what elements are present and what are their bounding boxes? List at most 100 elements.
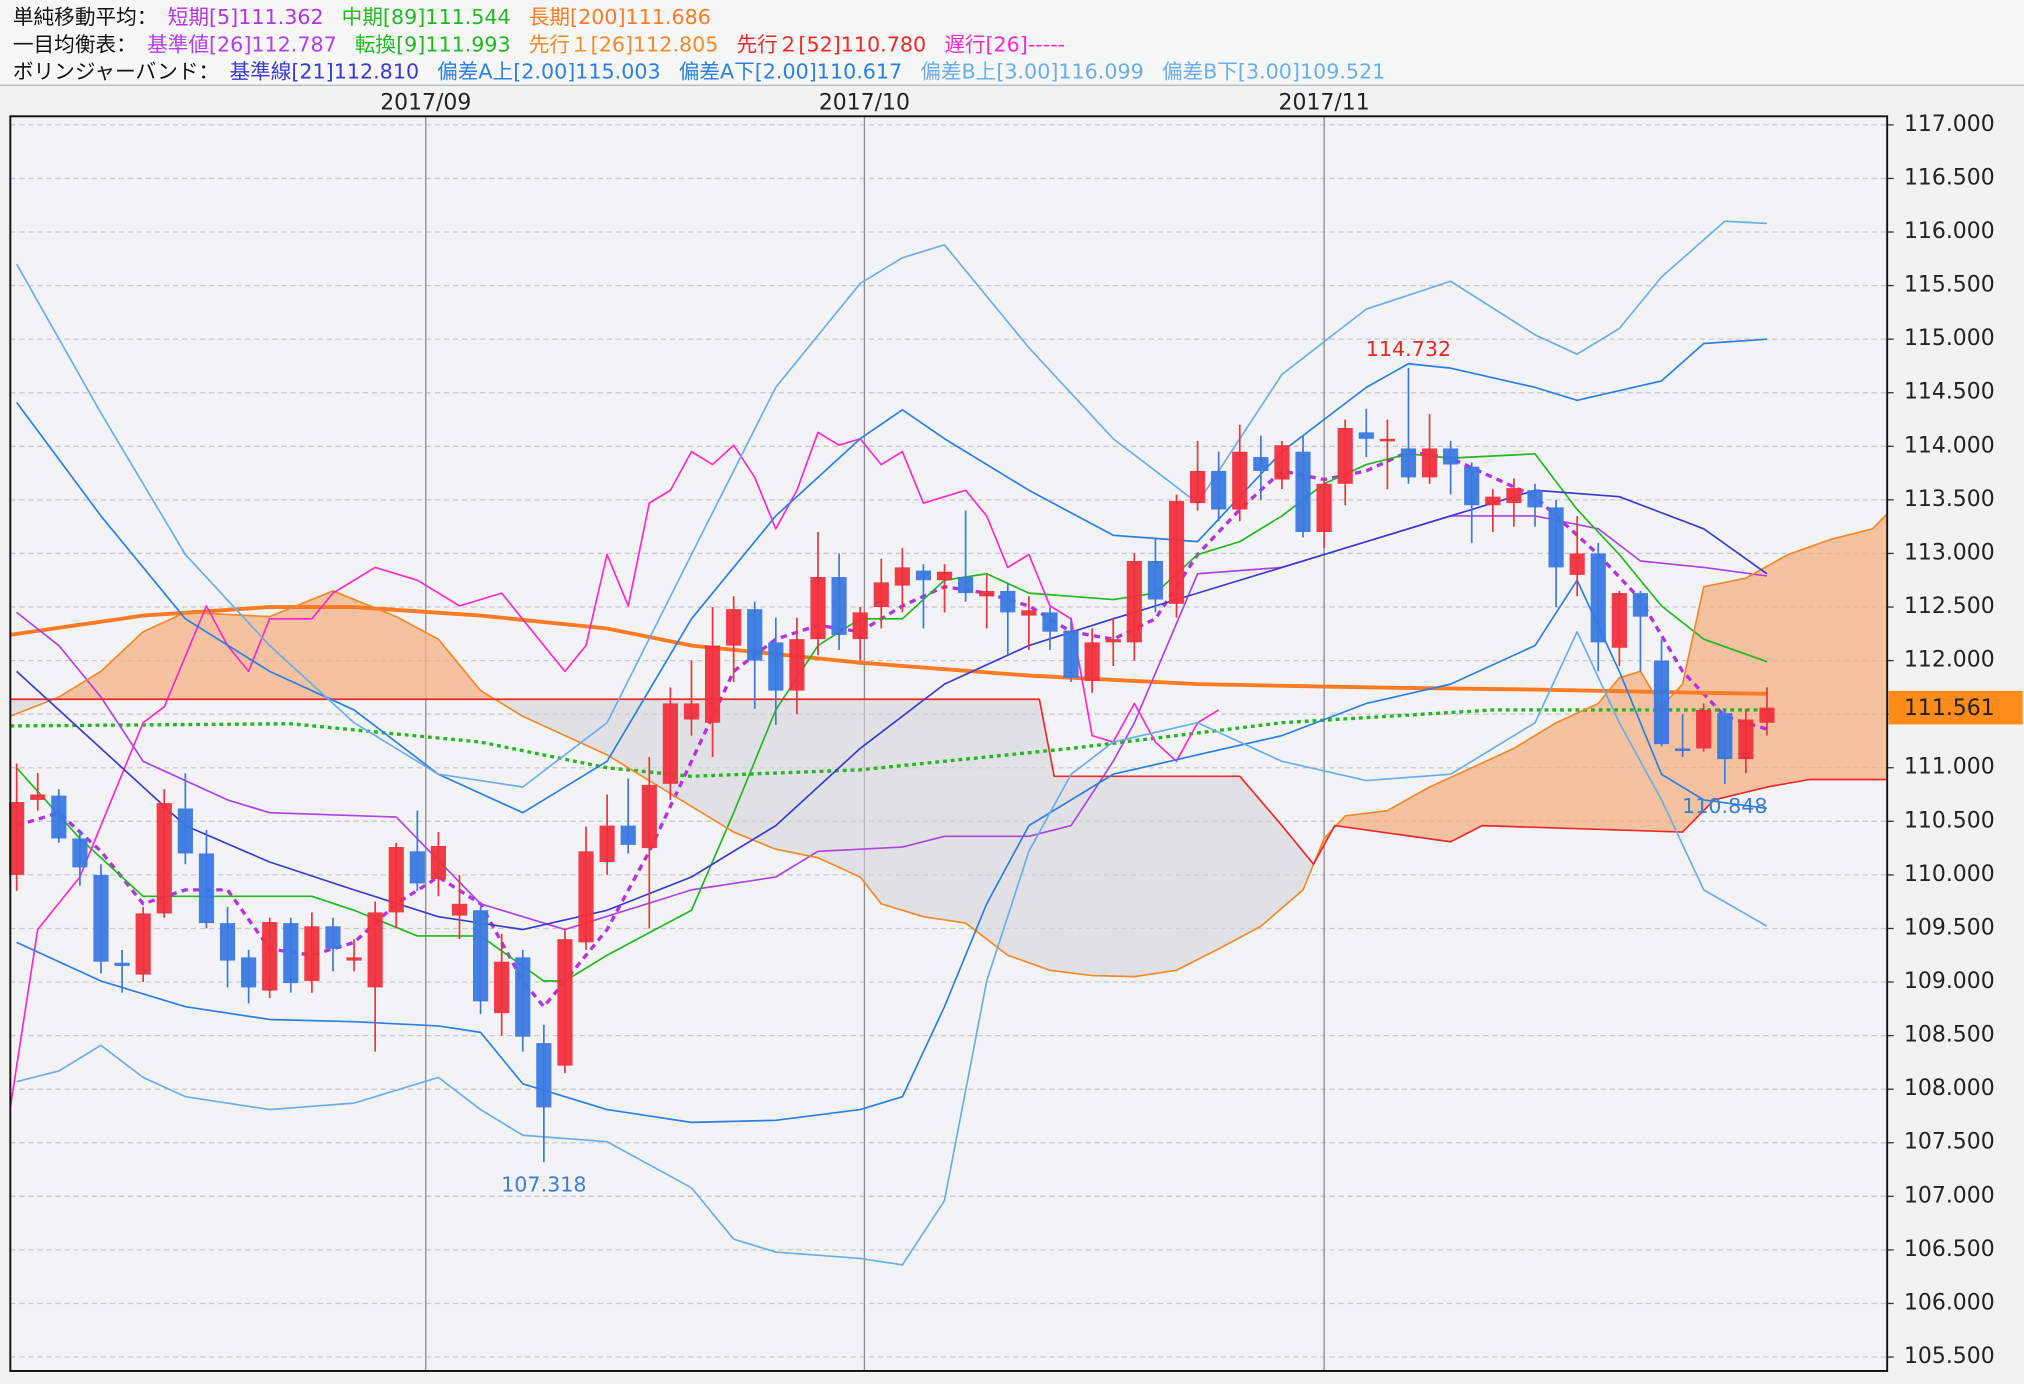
legend-entry: 先行２[52]110.780 bbox=[736, 32, 926, 56]
ichimoku-cloud bbox=[52, 590, 495, 700]
candle-body bbox=[430, 845, 447, 880]
y-tick-label: 116.500 bbox=[1904, 165, 1995, 190]
candle-body bbox=[1506, 488, 1522, 504]
candle-body bbox=[1590, 553, 1606, 643]
y-tick-label: 107.000 bbox=[1904, 1183, 1995, 1208]
candle-body bbox=[1485, 496, 1501, 506]
candle-body bbox=[1464, 466, 1480, 506]
candle-body bbox=[1653, 660, 1670, 745]
candle-body bbox=[810, 577, 826, 640]
candle-body bbox=[473, 910, 489, 1002]
candle-body bbox=[451, 903, 468, 916]
legend-entry: 遅行[26]----- bbox=[944, 32, 1065, 56]
candle-body bbox=[894, 567, 910, 586]
indicator-line bbox=[15, 338, 1768, 814]
y-tick-label: 115.500 bbox=[1904, 273, 1995, 298]
y-tick-label: 116.000 bbox=[1904, 219, 1995, 244]
candle-body bbox=[1105, 639, 1121, 643]
candle-body bbox=[768, 642, 784, 691]
candle-body bbox=[641, 784, 657, 849]
candle-body bbox=[51, 795, 67, 839]
y-tick-label: 110.000 bbox=[1904, 862, 1995, 887]
y-tick-label: 109.000 bbox=[1904, 969, 1995, 994]
candle-body bbox=[72, 838, 88, 868]
plot-layer: 114.732 107.318 110.848 bbox=[9, 116, 1888, 1371]
y-tick-label: 108.000 bbox=[1904, 1076, 1995, 1101]
candle-body bbox=[915, 570, 932, 581]
y-tick-label: 110.500 bbox=[1904, 808, 1995, 833]
candle-body bbox=[958, 577, 974, 594]
indicator-line bbox=[10, 513, 1888, 978]
y-tick-label: 113.500 bbox=[1904, 487, 1995, 512]
candle-body bbox=[726, 609, 742, 646]
candle-body bbox=[1168, 500, 1185, 604]
candle-body bbox=[262, 922, 278, 991]
legend-entry: 短期[5]111.362 bbox=[168, 5, 324, 29]
candle-body bbox=[367, 912, 383, 988]
header-background bbox=[0, 0, 2024, 86]
candle-body bbox=[536, 1043, 552, 1108]
candle-body bbox=[578, 851, 594, 943]
indicator-line bbox=[10, 698, 1888, 866]
y-tick-label: 107.500 bbox=[1904, 1130, 1995, 1155]
y-tick-label: 106.000 bbox=[1904, 1290, 1995, 1315]
candle-body bbox=[1147, 560, 1164, 600]
candle-body bbox=[219, 923, 236, 961]
candle-body bbox=[599, 825, 615, 863]
y-tick-label: 106.500 bbox=[1904, 1237, 1995, 1262]
indicator-line bbox=[16, 630, 1768, 1266]
candle-body bbox=[704, 645, 721, 723]
legend-group-label: 単純移動平均： bbox=[13, 5, 157, 29]
candle-body bbox=[662, 703, 678, 784]
candle-body bbox=[9, 802, 25, 875]
candle-body bbox=[1021, 610, 1037, 616]
candle-body bbox=[1717, 713, 1733, 760]
candle-body bbox=[1611, 593, 1627, 648]
candle-body bbox=[873, 582, 889, 608]
candle-body bbox=[1759, 707, 1775, 723]
candle-body bbox=[1295, 451, 1311, 533]
legend-entry: 長期[200]111.686 bbox=[529, 5, 711, 29]
candle-body bbox=[1253, 457, 1269, 471]
candle-body bbox=[852, 612, 868, 640]
candle-body bbox=[1042, 612, 1058, 632]
last-price-label: 111.561 bbox=[1904, 696, 1995, 721]
candle-body bbox=[1527, 490, 1543, 508]
y-tick-label: 112.500 bbox=[1904, 594, 1995, 619]
plot-frame bbox=[9, 115, 1889, 1372]
candle-body bbox=[346, 957, 362, 961]
candle-body bbox=[93, 874, 109, 962]
candle-body bbox=[241, 957, 257, 988]
candle-body bbox=[747, 609, 763, 661]
candle-body bbox=[1632, 593, 1649, 617]
candle-body bbox=[557, 939, 573, 1066]
y-tick-label: 109.500 bbox=[1904, 915, 1995, 940]
candle-body bbox=[156, 803, 172, 914]
y-tick-label: 114.500 bbox=[1904, 380, 1995, 405]
candle-body bbox=[1696, 709, 1712, 749]
legend-entry: 基準線[21]112.810 bbox=[229, 59, 419, 83]
candle-body bbox=[1274, 445, 1290, 480]
last-price-box bbox=[1888, 690, 2023, 725]
candle-body bbox=[30, 794, 46, 800]
candle-body bbox=[1084, 642, 1100, 681]
candle-body bbox=[304, 926, 320, 981]
candle-body bbox=[789, 639, 805, 691]
candle-body bbox=[325, 926, 341, 949]
candle-body bbox=[1232, 451, 1248, 510]
y-tick-label: 105.500 bbox=[1904, 1344, 1995, 1369]
candle-body bbox=[683, 703, 700, 720]
candle-body bbox=[1548, 507, 1564, 568]
candle-body bbox=[1675, 748, 1691, 752]
x-tick-label: 2017/10 bbox=[819, 90, 910, 115]
y-tick-label: 117.000 bbox=[1904, 112, 1995, 137]
candle-body bbox=[177, 808, 193, 854]
candle-body bbox=[1421, 448, 1438, 478]
candle-body bbox=[1443, 448, 1459, 465]
legend-entry: 偏差B上[3.00]116.099 bbox=[920, 59, 1144, 83]
candle-body bbox=[1189, 470, 1206, 504]
candle-body bbox=[831, 577, 847, 635]
legend-group-label: ボリンジャーバンド： bbox=[13, 59, 219, 83]
